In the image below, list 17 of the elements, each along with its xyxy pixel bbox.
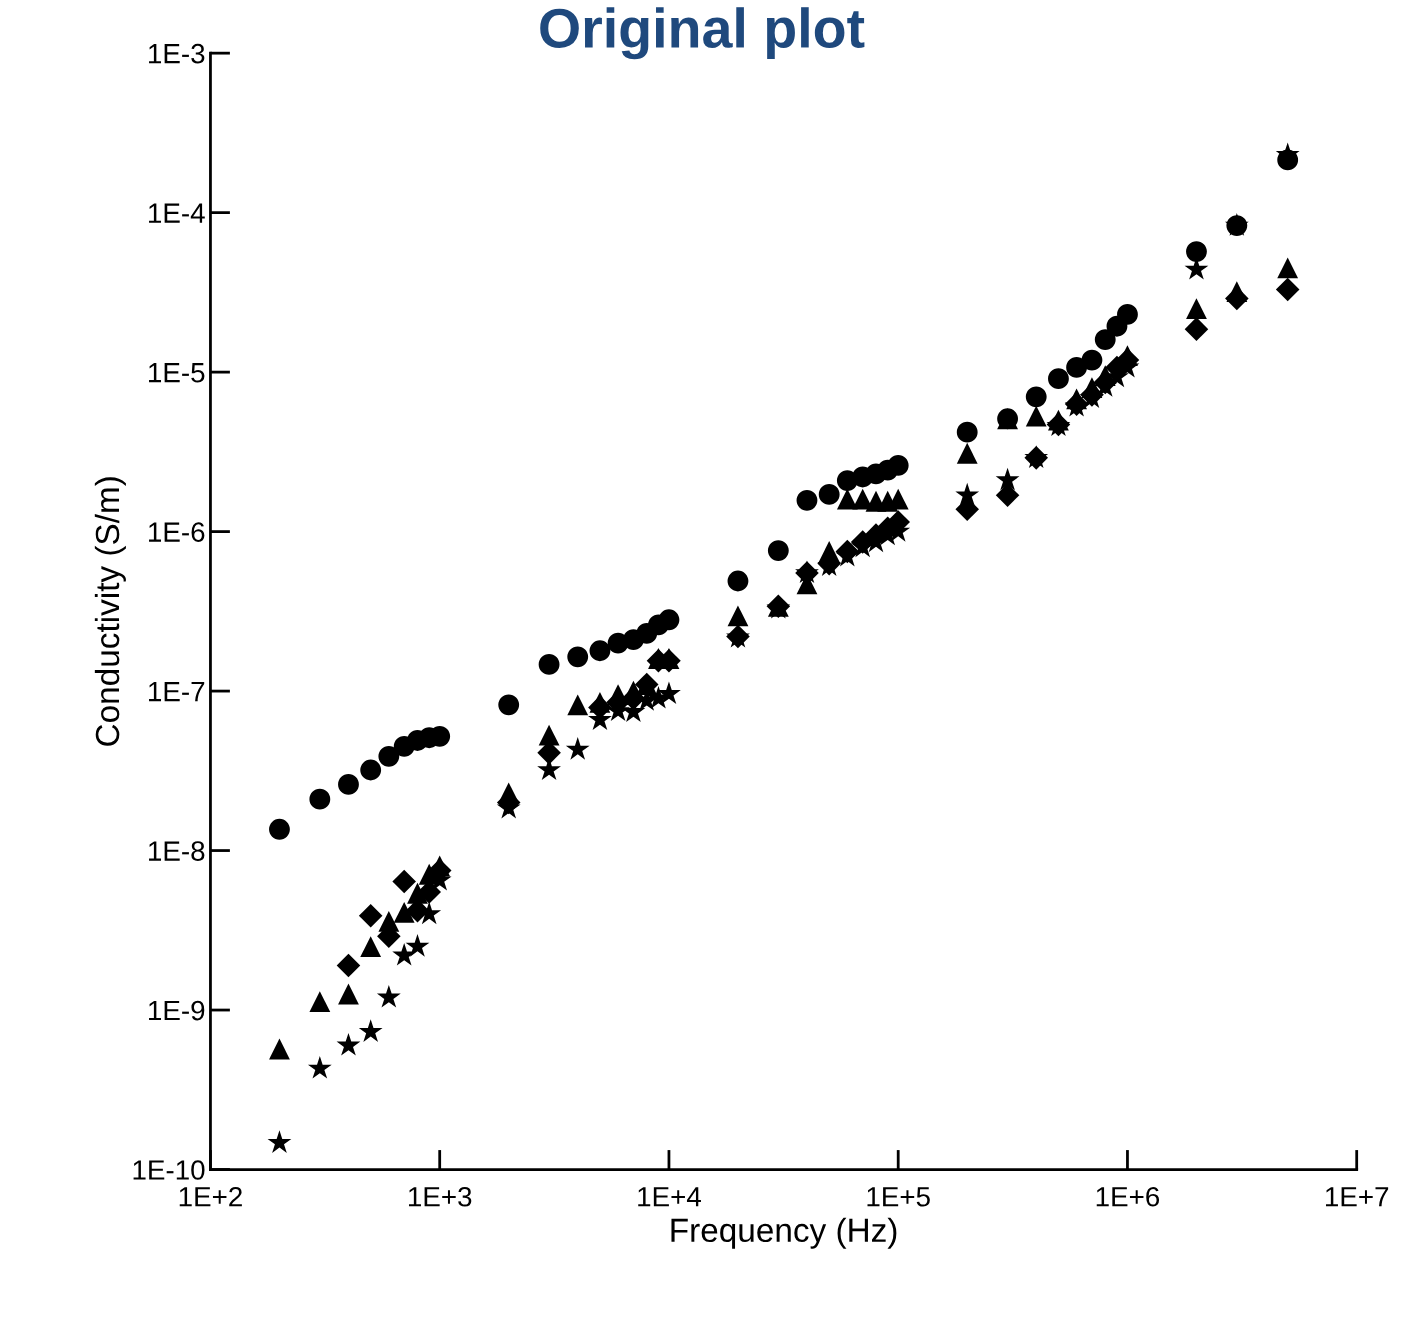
x-axis-title: Frequency (Hz) xyxy=(671,1217,897,1249)
y-tick-label: 1E-10 xyxy=(133,1160,205,1180)
x-tick-label: 1E+6 xyxy=(1096,1186,1160,1207)
x-tick-label: 1E+3 xyxy=(408,1186,472,1207)
y-tick-label: 1E-7 xyxy=(149,682,205,702)
x-tick-label: 1E+4 xyxy=(638,1187,701,1207)
x-tick-label: 1E+2 xyxy=(179,1186,242,1207)
chart-title: Original plot xyxy=(540,7,865,60)
x-tick-label: 1E+7 xyxy=(1326,1187,1389,1207)
y-tick-label: 1E-9 xyxy=(149,1000,205,1021)
y-axis-title: Conductivity (S/m) xyxy=(94,477,126,746)
y-tick-label: 1E-3 xyxy=(149,43,205,64)
y-tick-label: 1E-6 xyxy=(149,522,205,542)
y-tick-label: 1E-5 xyxy=(149,363,205,383)
y-tick-label: 1E-8 xyxy=(149,841,205,861)
x-tick-label: 1E+5 xyxy=(867,1187,930,1207)
y-tick-label: 1E-4 xyxy=(149,203,205,223)
